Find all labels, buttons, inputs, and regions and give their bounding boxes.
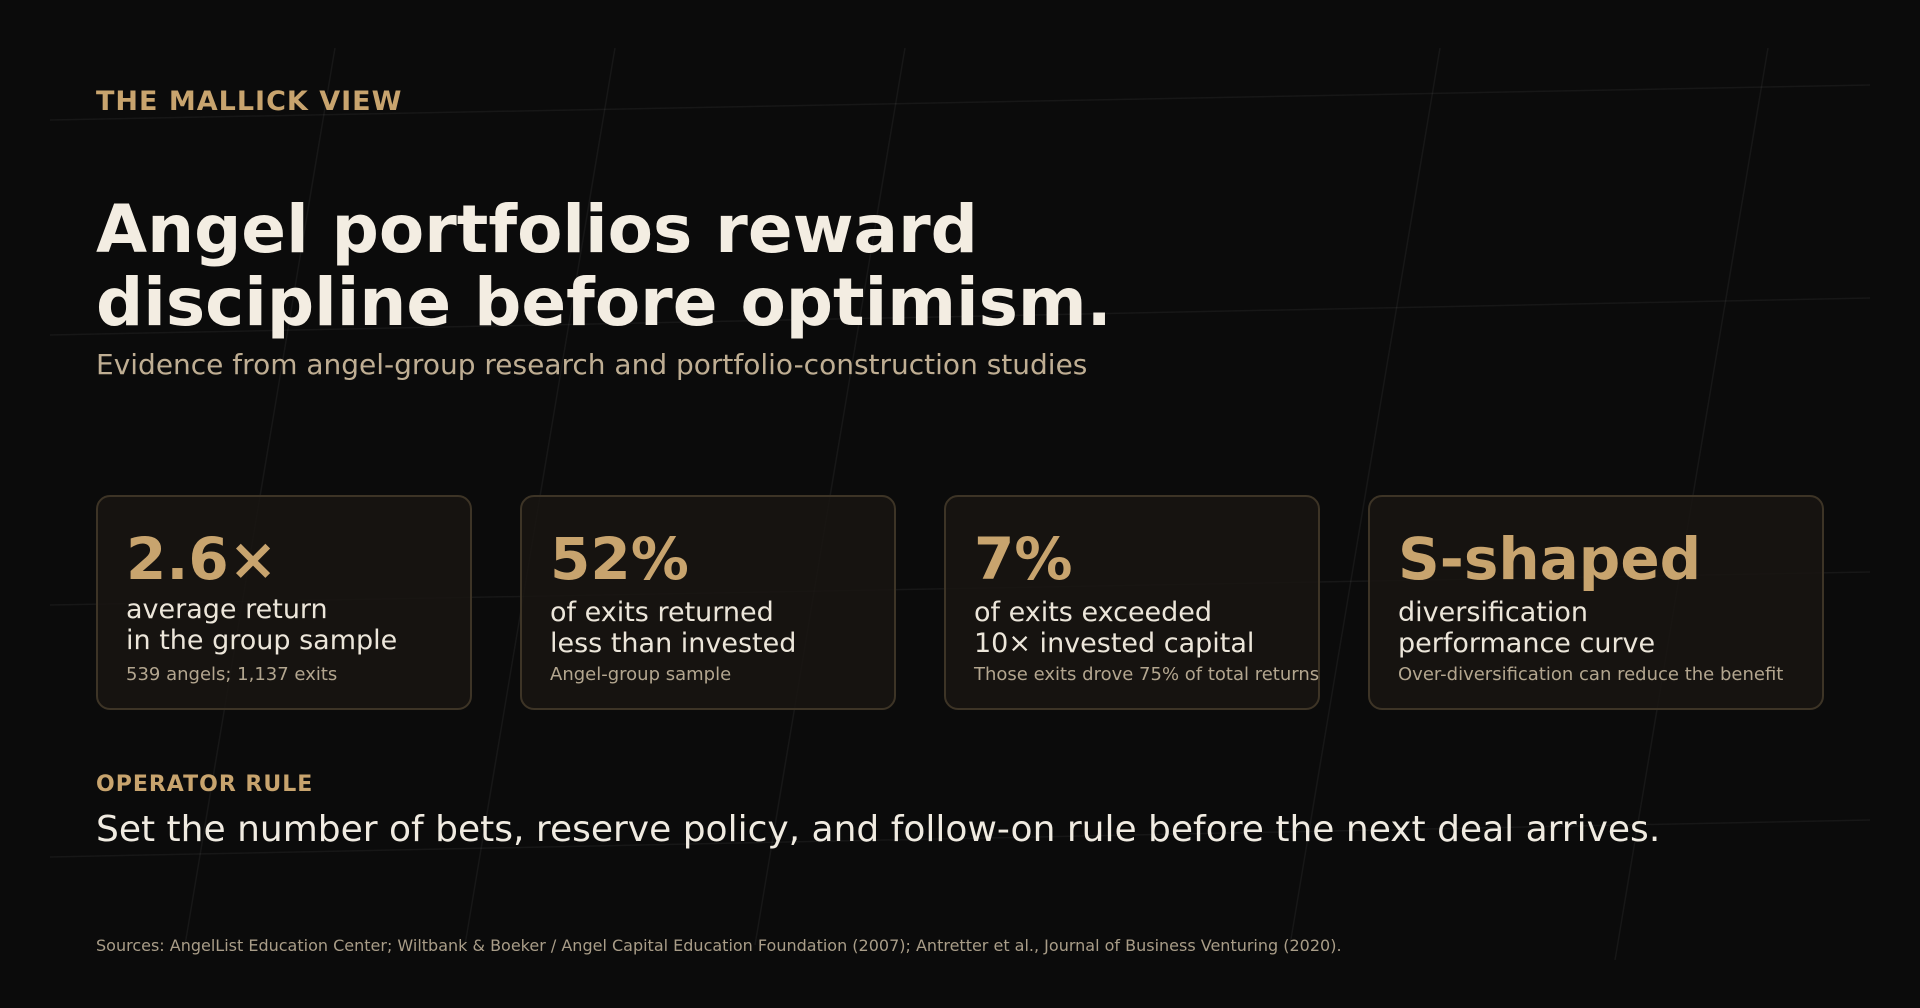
title-line-1: Angel portfolios reward — [96, 191, 978, 268]
stat-label: average return in the group sample — [126, 594, 397, 656]
stat-label-line-2: 10× invested capital — [974, 628, 1255, 659]
stat-value: 7% — [974, 525, 1073, 593]
stat-value: S-shaped — [1398, 525, 1702, 593]
operator-rule-text: Set the number of bets, reserve policy, … — [96, 809, 1661, 850]
stat-card-average-return: 2.6× average return in the group sample … — [96, 495, 472, 710]
operator-rule-heading: OPERATOR RULE — [96, 772, 314, 797]
stat-card-exits-below-invested: 52% of exits returned less than invested… — [520, 495, 896, 710]
stat-label-line-1: of exits returned — [550, 597, 774, 628]
stat-note: 539 angels; 1,137 exits — [126, 664, 338, 685]
stat-label-line-1: of exits exceeded — [974, 597, 1213, 628]
stat-label-line-2: less than invested — [550, 628, 797, 659]
page-subtitle: Evidence from angel-group research and p… — [96, 348, 1088, 381]
sources-footnote: Sources: AngelList Education Center; Wil… — [96, 936, 1342, 955]
stat-label: diversification performance curve — [1398, 597, 1655, 659]
stat-note: Angel-group sample — [550, 664, 732, 685]
stat-note: Over-diversification can reduce the bene… — [1398, 664, 1784, 685]
page-title: Angel portfolios reward discipline befor… — [96, 193, 1396, 339]
stat-value: 2.6× — [126, 525, 278, 593]
stat-label-line-2: in the group sample — [126, 625, 398, 656]
stat-label-line-2: performance curve — [1398, 628, 1656, 659]
stat-label-line-1: average return — [126, 594, 328, 625]
stat-value: 52% — [550, 525, 689, 593]
title-line-2: discipline before optimism. — [96, 264, 1112, 341]
stat-card-diversification-curve: S-shaped diversification performance cur… — [1368, 495, 1824, 710]
stat-card-exits-above-10x: 7% of exits exceeded 10× invested capita… — [944, 495, 1320, 710]
stat-note: Those exits drove 75% of total returns — [974, 664, 1320, 685]
stat-label: of exits returned less than invested — [550, 597, 796, 659]
section-kicker: THE MALLICK VIEW — [96, 86, 403, 117]
stat-label-line-1: diversification — [1398, 597, 1589, 628]
stat-label: of exits exceeded 10× invested capital — [974, 597, 1254, 659]
